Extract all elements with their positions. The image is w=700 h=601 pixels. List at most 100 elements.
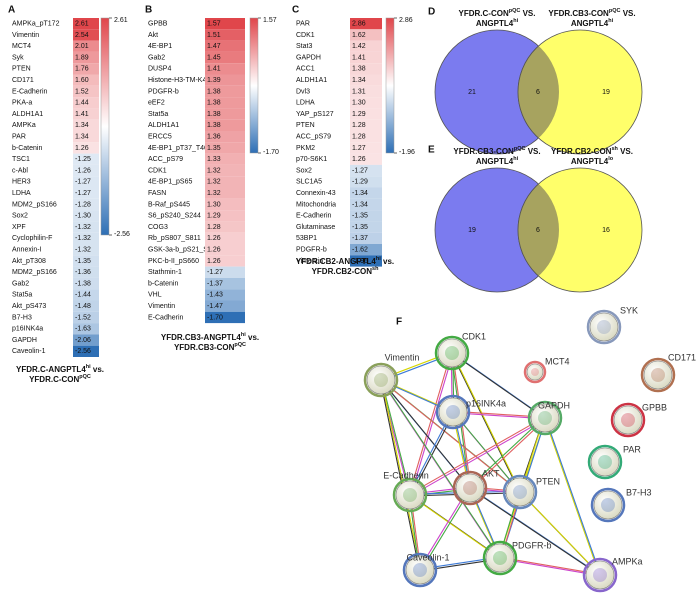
heat-cell (205, 142, 245, 154)
cell-value: 1.38 (207, 100, 221, 107)
heat-cell (205, 97, 245, 109)
color-bar-max: 2.61 (114, 17, 128, 24)
heat-cell (73, 289, 99, 301)
color-bar-max: 2.86 (399, 17, 413, 24)
cell-value: -1.27 (75, 179, 91, 186)
node-label: GAPDH (538, 400, 570, 410)
node (405, 555, 435, 585)
node-label: Caveolin-1 (406, 552, 449, 562)
node-ring (523, 360, 547, 384)
cell-value: -1.48 (75, 303, 91, 310)
network-edge (381, 380, 422, 571)
node (613, 405, 643, 435)
row-label: 4E-BP1_pT37_T46 (148, 145, 208, 152)
cell-value: -1.43 (207, 292, 223, 299)
cell-value: 1.41 (352, 54, 366, 61)
title-text: YFDR.CB2-CON (551, 147, 612, 156)
cell-value: 1.26 (207, 235, 221, 242)
row-label: Connexin-43 (296, 190, 336, 197)
row-label: Vimentin (12, 32, 39, 39)
color-bar (100, 17, 110, 236)
cell-value: -1.32 (75, 235, 91, 242)
color-bar-min: -1.70 (263, 149, 279, 156)
cell-value: 1.26 (207, 246, 221, 253)
node-core (531, 368, 539, 376)
cell-value: -2.06 (75, 337, 91, 344)
node-core (601, 498, 615, 512)
row-label: Vimentin (148, 303, 175, 310)
heat-cell (205, 153, 245, 165)
cell-value: 1.34 (352, 77, 366, 84)
superscript: hi (241, 332, 246, 338)
cell-value: -1.47 (207, 303, 223, 310)
cell-value: -1.44 (75, 292, 91, 299)
node-core (597, 320, 611, 334)
cell-value: 1.35 (207, 145, 221, 152)
heat-cell (73, 277, 99, 290)
title-text: vs. (246, 333, 259, 342)
heat-cell (350, 40, 382, 52)
row-label: CDK1 (296, 32, 315, 39)
cell-value: 1.29 (207, 213, 221, 220)
superscript: hi (608, 18, 613, 24)
node-ring (402, 552, 438, 588)
cell-value: -1.52 (75, 314, 91, 321)
node-label: B7-H3 (626, 487, 652, 497)
row-label: GAPDH (12, 337, 37, 344)
panel-title: YFDR.CB2-CONsh VS. (551, 146, 633, 156)
cell-value: -1.70 (207, 314, 223, 321)
heat-cell (73, 210, 99, 222)
network-edge (545, 418, 602, 576)
heat-cell (350, 29, 382, 41)
cell-value: -1.63 (75, 326, 91, 333)
cell-value: 2.86 (352, 20, 366, 27)
row-label: LDHA (12, 190, 31, 197)
cell-value: 1.76 (75, 66, 89, 73)
row-label: FASN (148, 190, 166, 197)
row-label: p70-S6K1 (296, 156, 327, 163)
node-core (445, 346, 459, 360)
venn-count: 21 (468, 89, 476, 96)
node-ring (434, 335, 470, 371)
network-edge (543, 417, 600, 575)
row-label: PKM2 (296, 145, 315, 152)
cell-value: -1.26 (75, 167, 91, 174)
cell-value: 1.36 (207, 133, 221, 140)
heat-cell (73, 142, 99, 154)
cell-value: -1.37 (207, 280, 223, 287)
row-label: CD171 (12, 77, 34, 84)
superscript: pQC (509, 8, 521, 14)
row-label: COG3 (148, 224, 168, 231)
row-label: VHL (148, 292, 162, 299)
heat-cell (350, 153, 382, 165)
heat-cell (205, 164, 245, 177)
cell-value: 1.41 (207, 66, 221, 73)
row-label: ACC1 (296, 66, 315, 73)
node-core (413, 563, 427, 577)
color-bar (385, 17, 395, 154)
heat-cell (205, 63, 245, 75)
row-label: Stathmin-1 (148, 269, 182, 276)
heat-cell (350, 74, 382, 86)
heat-cell (350, 142, 382, 154)
row-label: Mitochondria (296, 201, 336, 208)
heat-cell (350, 63, 382, 75)
row-label: PDGFR-b (148, 88, 179, 95)
node-core (593, 568, 607, 582)
row-label: Caveolin-1 (12, 348, 46, 355)
row-label: Sox2 (12, 213, 28, 220)
row-label: Dvl3 (296, 88, 310, 95)
cell-value: 1.60 (75, 77, 89, 84)
heat-cell (73, 29, 99, 41)
heat-cell (73, 85, 99, 98)
network-edge (450, 351, 520, 492)
heat-cell (205, 51, 245, 64)
heat-cell (205, 210, 245, 222)
heat-cell (73, 131, 99, 143)
superscript: pQC (609, 8, 621, 14)
title-text: VS. (520, 9, 535, 18)
row-label: HER3 (12, 179, 31, 186)
row-label: AMPKa_pT172 (12, 20, 60, 27)
cell-value: -1.27 (75, 190, 91, 197)
row-label: c-Abl (12, 167, 28, 174)
